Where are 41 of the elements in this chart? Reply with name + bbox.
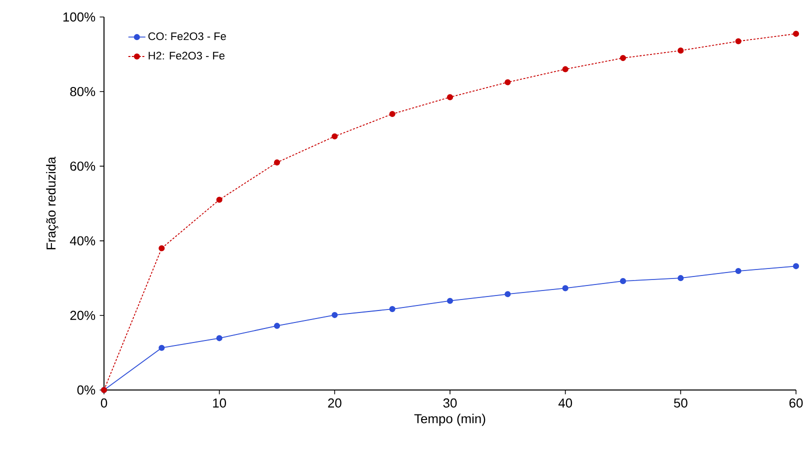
point: [216, 196, 222, 203]
y-tick-label: 60%: [70, 162, 96, 171]
x-tick-label: 40: [558, 398, 572, 408]
point: [678, 48, 684, 54]
point: [562, 66, 568, 72]
y-tick-label: 0%: [77, 385, 96, 395]
y-tick-label: 40%: [70, 236, 96, 246]
point: [332, 312, 338, 318]
point: [216, 335, 222, 342]
point: [332, 133, 338, 140]
point: [158, 245, 165, 252]
y-tick-label: 20%: [70, 310, 96, 320]
point: [389, 110, 396, 118]
x-tick-label: 20: [328, 398, 342, 408]
point: [504, 79, 511, 86]
point: [620, 278, 626, 284]
point: [735, 268, 742, 274]
point: [620, 54, 626, 62]
point: [678, 275, 684, 282]
y-axis-title: Fração reduzida: [46, 156, 58, 250]
legend-label: H2: Fe2O3 - Fe: [148, 52, 224, 60]
y-tick-label: 80%: [70, 87, 96, 96]
point: [389, 306, 396, 312]
legend-label: CO: Fe2O3 - Fe: [148, 32, 226, 40]
point: [446, 298, 454, 304]
x-tick-label: 0: [100, 398, 108, 408]
x-tick-label: 30: [443, 398, 457, 408]
x-tick-label: 60: [789, 398, 803, 408]
point: [792, 30, 800, 37]
point: [158, 344, 165, 351]
point: [792, 263, 800, 270]
point: [735, 38, 742, 44]
point: [504, 291, 511, 298]
point: [274, 159, 280, 166]
point: [562, 285, 568, 292]
y-tick-label: 100%: [63, 12, 96, 22]
x-tick-label: 50: [674, 398, 688, 408]
point: [274, 322, 280, 329]
x-axis-title: Tempo (min): [414, 414, 486, 426]
x-tick-label: 10: [213, 398, 226, 408]
point: [446, 94, 454, 100]
